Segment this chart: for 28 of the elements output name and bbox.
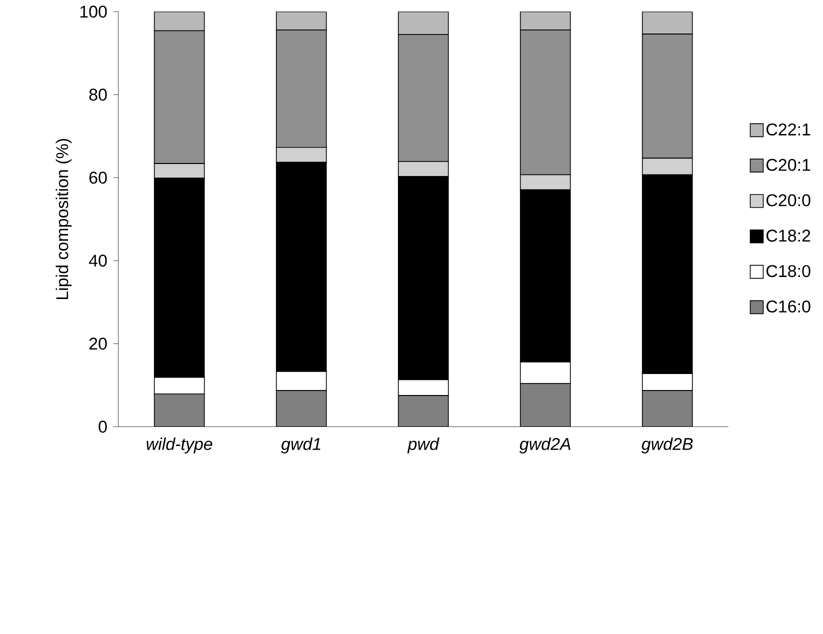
legend-label: C20:0 bbox=[766, 194, 810, 206]
legend-label: C22:1 bbox=[766, 123, 810, 136]
x-tick-label: gwd2B bbox=[641, 437, 693, 454]
legend-label: C18:2 bbox=[766, 230, 810, 242]
y-tick-label: 60 bbox=[89, 172, 107, 184]
bar bbox=[642, 390, 693, 427]
x-tick-label: gwd1 bbox=[281, 437, 320, 454]
bar bbox=[520, 383, 571, 427]
bar bbox=[398, 395, 449, 427]
y-tick-label: 80 bbox=[89, 88, 107, 101]
legend-label: C18:0 bbox=[766, 264, 810, 278]
y-tick-label: 0 bbox=[98, 420, 107, 433]
x-tick-label: wild-type bbox=[146, 437, 212, 454]
y-axis-title: Lipid composition (%) bbox=[56, 138, 72, 299]
x-tick-label: gwd2A bbox=[519, 437, 570, 454]
y-tick-label: 40 bbox=[88, 254, 107, 267]
x-tick-label: pwd bbox=[407, 437, 440, 454]
bar bbox=[276, 390, 327, 427]
bar bbox=[398, 12, 449, 35]
bar bbox=[276, 12, 327, 30]
bar bbox=[154, 12, 205, 32]
bar bbox=[154, 393, 205, 427]
legend-label: C16:0 bbox=[766, 300, 810, 312]
y-tick-label: 100 bbox=[80, 6, 107, 18]
legend-label: C20:1 bbox=[766, 158, 810, 171]
y-tick-label: 20 bbox=[89, 338, 107, 350]
bar bbox=[642, 12, 693, 34]
bar bbox=[520, 12, 571, 30]
